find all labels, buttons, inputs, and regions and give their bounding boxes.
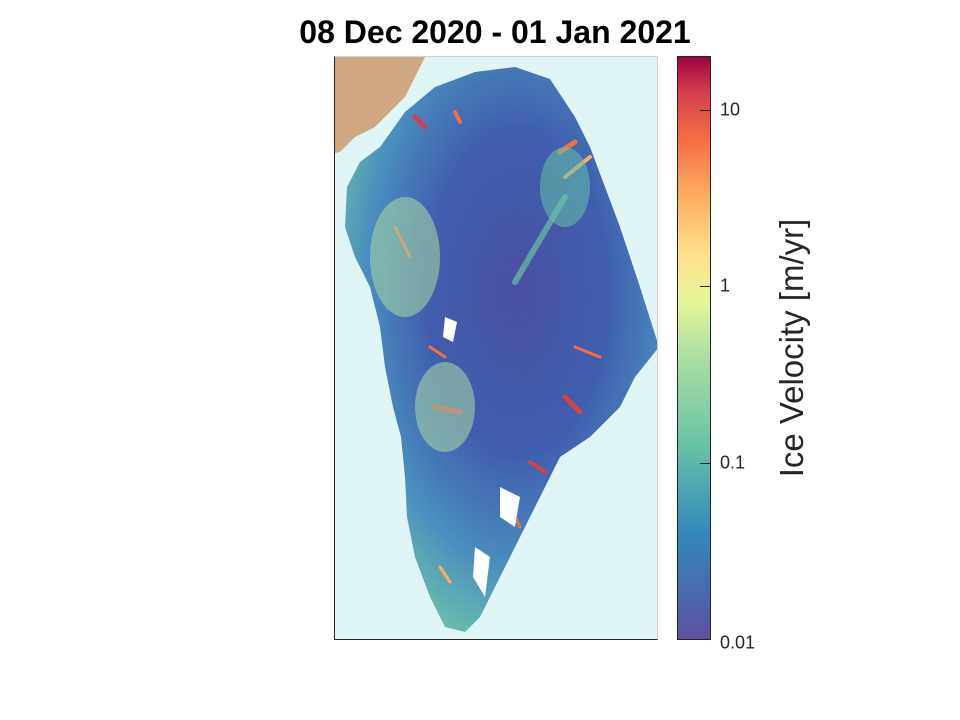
colorbar bbox=[677, 56, 711, 640]
greenland-velocity-map bbox=[335, 57, 657, 639]
colorbar-tick-mark bbox=[700, 639, 710, 640]
moderate-flow-zones bbox=[370, 147, 590, 452]
colorbar-tick-label: 0.1 bbox=[720, 452, 746, 473]
colorbar-tick-mark bbox=[700, 462, 710, 464]
colorbar-tick-label: 10 bbox=[720, 99, 741, 120]
map-panel bbox=[334, 56, 658, 640]
colorbar-tick-label: 1 bbox=[720, 275, 731, 296]
colorbar-tick-mark bbox=[700, 110, 710, 112]
map-title: 08 Dec 2020 - 01 Jan 2021 bbox=[299, 14, 691, 50]
colorbar-tick-mark bbox=[700, 286, 710, 288]
colorbar-gradient bbox=[678, 57, 710, 639]
colorbar-tick-label: 0.01 bbox=[720, 632, 756, 653]
ellesmere-island-land bbox=[335, 57, 425, 153]
ice-free-areas bbox=[443, 317, 520, 597]
colorbar-label: Ice Velocity [m/yr] bbox=[773, 218, 810, 478]
